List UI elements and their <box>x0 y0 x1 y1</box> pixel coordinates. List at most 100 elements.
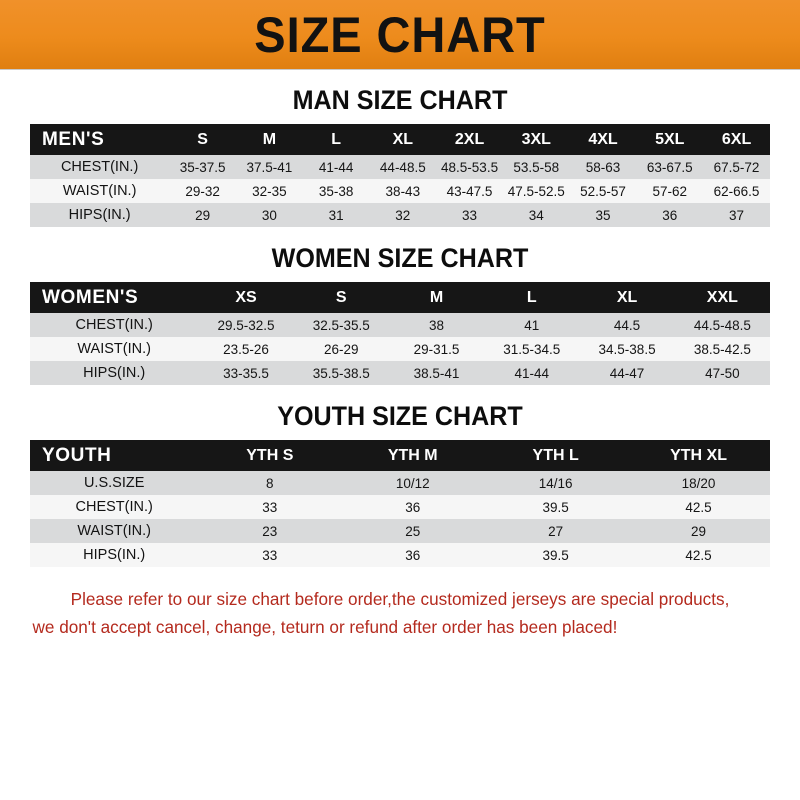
men-cell: 33 <box>462 207 478 223</box>
table-row: WAIST(IN.) 23 25 27 29 <box>30 519 770 543</box>
women-cell: 29.5-32.5 <box>217 317 275 333</box>
men-cell: 30 <box>261 207 277 223</box>
women-cell: 26-29 <box>323 341 359 357</box>
youth-cell: 14/16 <box>538 475 573 491</box>
youth-cell: 25 <box>405 523 421 539</box>
women-cell: 44.5 <box>613 317 641 333</box>
women-cell: 38.5-41 <box>413 365 460 381</box>
men-header-row: MEN'S S M L XL 2XL 3XL 4XL 5XL 6XL <box>30 124 770 155</box>
men-cell: 44-48.5 <box>379 159 426 175</box>
women-cell: 38.5-42.5 <box>693 341 751 357</box>
youth-size-header: YTH L <box>484 440 628 471</box>
women-table-body: WOMEN'S XS S M L XL XXL CHEST(IN.) 29.5-32.5 32.5… <box>30 282 770 385</box>
men-cell: 29 <box>195 207 211 223</box>
women-cell: 35.5-38.5 <box>312 365 370 381</box>
table-row: CHEST(IN.) 29.5-32.5 32.5-35.5 38 41 44.5 44.5… <box>30 313 770 337</box>
youth-cell: 39.5 <box>542 499 569 515</box>
men-cell: 57-62 <box>652 183 688 199</box>
men-size-header: M <box>235 124 303 155</box>
youth-row-label: WAIST(IN.) <box>77 523 151 539</box>
women-cell: 41 <box>524 317 540 333</box>
men-cell: 35-38 <box>318 183 354 199</box>
men-size-header: XL <box>369 124 437 155</box>
men-size-header: S <box>169 124 236 155</box>
women-cell: 44.5-48.5 <box>693 317 751 333</box>
men-cell: 35-37.5 <box>179 159 226 175</box>
women-cell: 29-31.5 <box>413 341 460 357</box>
men-cell: 38-43 <box>385 183 421 199</box>
women-row-label: HIPS(IN.) <box>83 365 146 381</box>
youth-size-header: YTH S <box>198 440 342 471</box>
table-row: HIPS(IN.) 33-35.5 35.5-38.5 38.5-41 41-44 44-… <box>30 361 770 385</box>
women-cell: 32.5-35.5 <box>312 317 370 333</box>
youth-size-header: YTH M <box>341 440 485 471</box>
women-size-table: WOMEN'S XS S M L XL XXL CHEST(IN.) 29.5-32.5 32.5… <box>30 282 770 385</box>
table-row: U.S.SIZE 8 10/12 14/16 18/20 <box>30 471 770 495</box>
youth-header-row: YOUTH YTH S YTH M YTH L YTH XL <box>30 440 770 471</box>
women-cell: 34.5-38.5 <box>598 341 656 357</box>
women-cell: 47-50 <box>705 365 740 381</box>
men-row-label: HIPS(IN.) <box>68 207 131 223</box>
youth-cell: 36 <box>405 547 421 563</box>
men-cell: 37 <box>729 207 745 223</box>
youth-table-body: YOUTH YTH S YTH M YTH L YTH XL U.S.SIZE 8 10/12… <box>30 440 770 567</box>
women-table-wrapper: WOMEN'S XS S M L XL XXL CHEST(IN.) 29.5-32.5 32.5… <box>30 282 770 385</box>
men-cell: 32-35 <box>252 183 287 199</box>
youth-cell: 23 <box>262 523 278 539</box>
women-cell: 31.5-34.5 <box>503 341 561 357</box>
youth-row-label: HIPS(IN.) <box>83 547 146 563</box>
men-cell: 32 <box>395 207 411 223</box>
women-size-header: L <box>484 282 580 313</box>
men-cell: 62-66.5 <box>713 183 760 199</box>
youth-cell: 8 <box>266 475 274 491</box>
men-cell: 43-47.5 <box>446 183 493 199</box>
women-size-header: XL <box>579 282 675 313</box>
youth-cell: 33 <box>262 499 278 515</box>
youth-cell: 39.5 <box>542 547 569 563</box>
men-size-header: 5XL <box>636 124 704 155</box>
men-size-table: MEN'S S M L XL 2XL 3XL 4XL 5XL 6XL CHEST(IN.) 35-37… <box>30 124 770 227</box>
men-row-label: CHEST(IN.) <box>60 159 139 175</box>
men-size-header: 4XL <box>569 124 637 155</box>
women-cell: 38 <box>429 317 445 333</box>
table-row: CHEST(IN.) 33 36 39.5 42.5 <box>30 495 770 519</box>
page-title: SIZE CHART <box>254 6 546 63</box>
women-cell: 33-35.5 <box>223 365 269 381</box>
men-cell: 53.5-58 <box>513 159 560 175</box>
men-cell: 58-63 <box>585 159 621 175</box>
banner: SIZE CHART <box>0 0 800 70</box>
men-cell: 37.5-41 <box>246 159 293 175</box>
women-size-header: XS <box>198 282 294 313</box>
youth-section-title: YOUTH SIZE CHART <box>277 401 523 431</box>
youth-cell: 10/12 <box>395 475 430 491</box>
women-size-header: M <box>388 282 485 313</box>
women-row-label: CHEST(IN.) <box>75 317 153 333</box>
order-notice: Please refer to our size chart before or… <box>29 585 772 641</box>
youth-cell: 29 <box>691 523 707 539</box>
women-cell: 23.5-26 <box>223 341 269 357</box>
youth-cell: 27 <box>548 523 564 539</box>
men-section-title: MAN SIZE CHART <box>292 85 508 115</box>
youth-table-wrapper: YOUTH YTH S YTH M YTH L YTH XL U.S.SIZE 8 10/12… <box>30 440 770 567</box>
youth-cell: 42.5 <box>685 499 712 515</box>
men-row-label: WAIST(IN.) <box>62 183 137 199</box>
men-size-header: 3XL <box>502 124 570 155</box>
youth-size-header: YTH XL <box>627 440 770 471</box>
women-section-title: WOMEN SIZE CHART <box>271 243 529 273</box>
men-table-wrapper: MEN'S S M L XL 2XL 3XL 4XL 5XL 6XL CHEST(IN.) 35-37… <box>30 124 770 227</box>
women-cell: 41-44 <box>514 365 550 381</box>
men-cell: 63-67.5 <box>646 159 693 175</box>
men-table-body: MEN'S S M L XL 2XL 3XL 4XL 5XL 6XL CHEST(IN.) 35-37… <box>30 124 770 227</box>
youth-row-label: U.S.SIZE <box>83 475 145 491</box>
youth-cell: 18/20 <box>681 475 716 491</box>
men-size-header: 6XL <box>703 124 770 155</box>
men-cell: 52.5-57 <box>580 183 626 199</box>
women-header-row: WOMEN'S XS S M L XL XXL <box>30 282 770 313</box>
notice-line-1: Please refer to our size chart before or… <box>70 589 730 609</box>
table-row: HIPS(IN.) 33 36 39.5 42.5 <box>30 543 770 567</box>
men-cell: 36 <box>662 207 678 223</box>
men-size-header: 2XL <box>436 124 503 155</box>
men-cell: 31 <box>328 207 344 223</box>
table-row: HIPS(IN.) 29 30 31 32 33 34 35 36 37 <box>30 203 770 227</box>
